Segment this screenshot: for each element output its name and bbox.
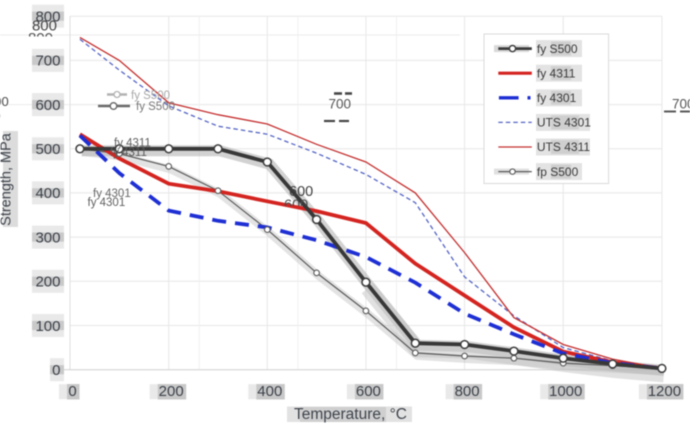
svg-text:500: 500 [35,141,60,158]
svg-text:1000: 1000 [549,383,582,400]
svg-text:fy 4311: fy 4311 [537,66,576,80]
svg-text:700: 700 [329,97,352,112]
svg-text:0: 0 [52,362,60,379]
svg-text:Strength, MPa: Strength, MPa [0,132,15,226]
svg-text:600: 600 [284,198,308,214]
svg-text:800: 800 [32,18,57,35]
svg-text:Temperature, °C: Temperature, °C [294,406,407,423]
svg-text:fy 4301: fy 4301 [93,188,131,200]
svg-text:800: 800 [28,30,53,47]
svg-text:UTS 4311: UTS 4311 [537,140,590,154]
svg-text:200: 200 [35,274,60,291]
svg-text:800: 800 [35,9,60,26]
svg-text:700: 700 [672,97,690,112]
svg-text:fy S500: fy S500 [131,90,170,102]
svg-text:600: 600 [356,383,381,400]
svg-text:0: 0 [68,383,76,400]
svg-text:200: 200 [159,383,184,400]
svg-text:800: 800 [0,94,9,109]
svg-text:400: 400 [35,185,60,202]
svg-text:800: 800 [455,383,480,400]
svg-text:fy 4311: fy 4311 [110,147,147,159]
svg-text:fp S500: fp S500 [537,165,579,179]
svg-text:300: 300 [35,229,60,246]
svg-text:fy S500: fy S500 [537,42,578,56]
svg-text:fy 4301: fy 4301 [537,91,577,105]
svg-text:fy S500: fy S500 [136,101,175,113]
svg-text:700: 700 [35,53,60,70]
svg-text:100: 100 [35,318,60,335]
svg-text:UTS 4301: UTS 4301 [537,116,591,130]
svg-text:): ) [0,108,1,122]
svg-text:fy 4301: fy 4301 [88,197,126,209]
svg-text:600: 600 [35,97,60,114]
svg-text:fy 4311: fy 4311 [114,138,151,150]
svg-text:1200: 1200 [648,383,681,400]
svg-text:600: 600 [289,184,313,200]
svg-text:400: 400 [257,383,282,400]
